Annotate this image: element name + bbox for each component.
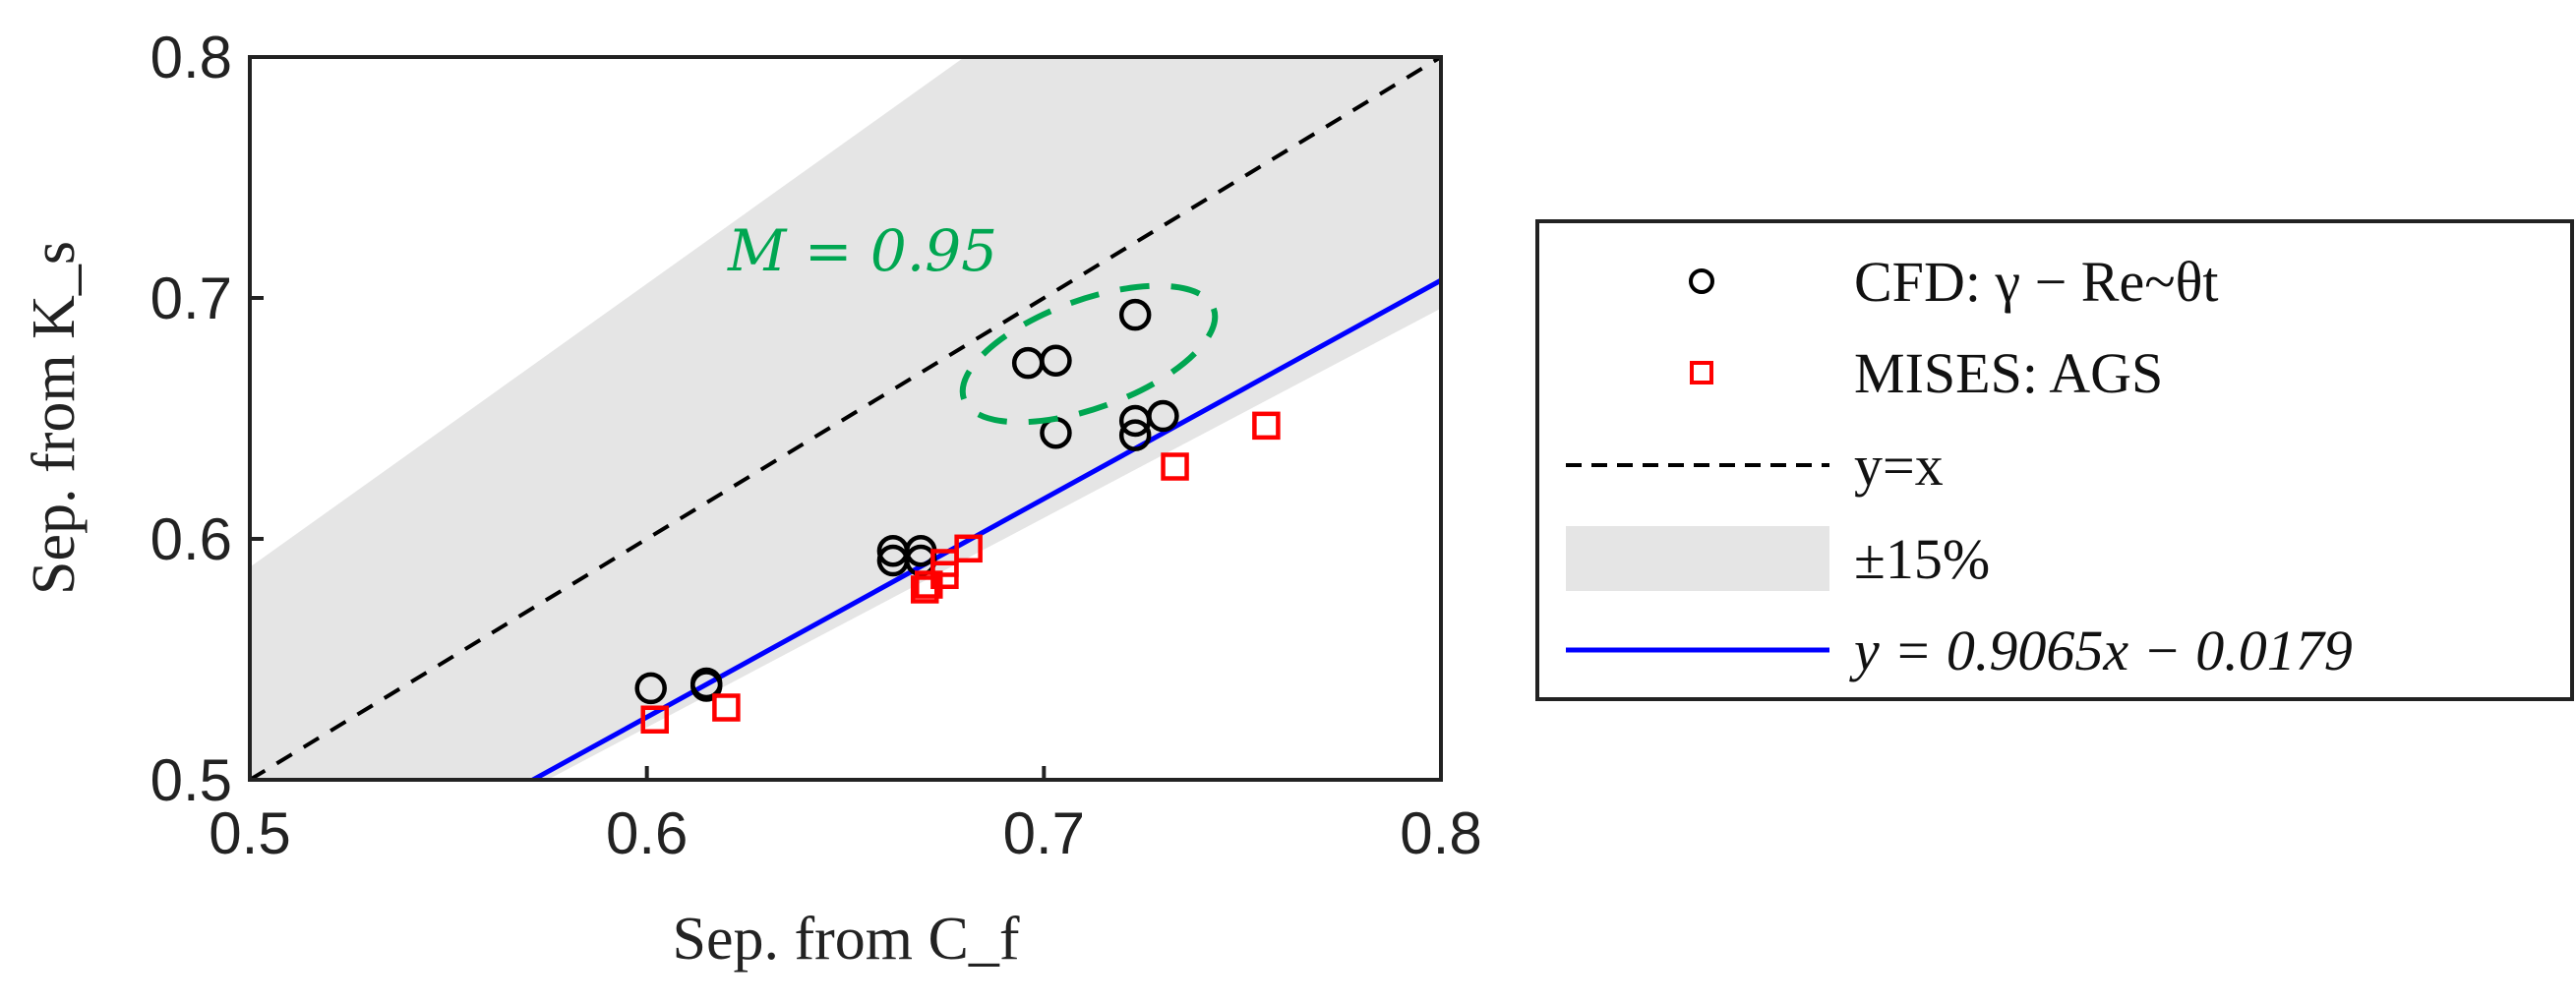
x-tick-label: 0.8 xyxy=(1400,800,1481,866)
mises-point xyxy=(954,534,983,563)
x-axis-label: Sep. from C_f xyxy=(672,906,1019,973)
cfd-point xyxy=(1040,344,1072,377)
mises-point xyxy=(1161,452,1189,481)
cfd-point xyxy=(1118,419,1152,451)
mises-point xyxy=(712,693,741,722)
mises-point xyxy=(910,575,939,604)
axes-frame xyxy=(248,55,1443,782)
mises-point xyxy=(930,549,959,577)
legend-band-swatch-icon xyxy=(1566,526,1829,591)
y-tick-label: 0.7 xyxy=(150,266,232,331)
y-tick-label: 0.5 xyxy=(150,747,232,813)
legend-cfd: CFD: γ − Re~θt xyxy=(1854,250,2219,314)
legend-yx: y=x xyxy=(1854,434,1944,498)
x-tick-label: 0.7 xyxy=(1003,800,1085,866)
plot-area xyxy=(250,57,1441,780)
legend-band: ±15% xyxy=(1854,527,1990,591)
legend-circle-marker-icon xyxy=(1689,268,1714,294)
legend-fit: y = 0.9065x − 0.0179 xyxy=(1849,619,2353,682)
cfd-point xyxy=(1118,298,1152,331)
fit-line xyxy=(527,277,1441,780)
y-tick-label: 0.8 xyxy=(150,25,232,90)
legend: CFD: γ − Re~θt MISES: AGS y=x ±15% y = 0… xyxy=(1535,219,2574,701)
cfd-point xyxy=(1147,399,1179,433)
legend-mises: MISES: AGS xyxy=(1854,341,2163,405)
cfd-point xyxy=(634,672,667,705)
mach-annotation: M = 0.95 xyxy=(727,217,997,284)
mises-point xyxy=(1252,411,1281,441)
tick-group: 0.5 0.6 0.7 0.8 0.5 0.6 0.7 0.8 xyxy=(150,25,1482,866)
y-equals-x-line xyxy=(250,57,1441,780)
mach-ellipse xyxy=(959,282,1219,426)
legend-square-marker-icon xyxy=(1690,361,1713,384)
legend-box xyxy=(1535,219,2574,701)
x-tick-label: 0.5 xyxy=(209,800,290,866)
y-axis-label: Sep. from K_s xyxy=(21,241,88,595)
cfd-point xyxy=(689,670,723,702)
x-tick-label: 0.6 xyxy=(606,800,688,866)
y-tick-label: 0.6 xyxy=(150,506,232,572)
band-15pct xyxy=(250,57,1441,780)
mises-point xyxy=(640,705,669,734)
